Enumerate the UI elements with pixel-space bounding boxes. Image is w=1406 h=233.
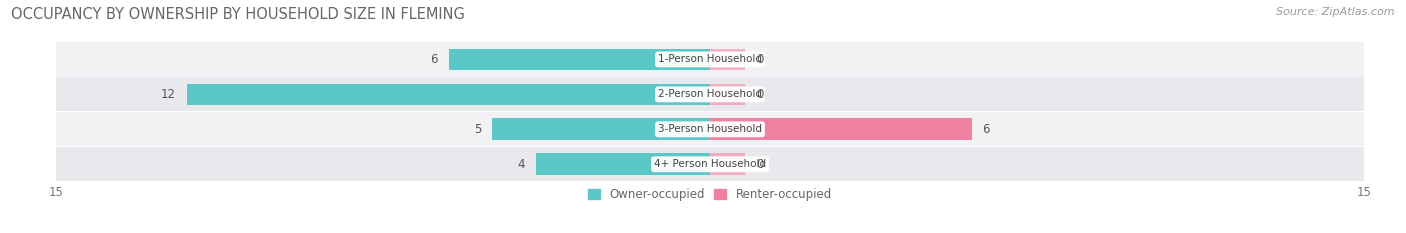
Bar	[56, 147, 1364, 182]
Text: OCCUPANCY BY OWNERSHIP BY HOUSEHOLD SIZE IN FLEMING: OCCUPANCY BY OWNERSHIP BY HOUSEHOLD SIZE…	[11, 7, 465, 22]
Bar	[710, 83, 745, 105]
Bar	[187, 83, 710, 105]
Text: 2-Person Household: 2-Person Household	[658, 89, 762, 99]
Text: Source: ZipAtlas.com: Source: ZipAtlas.com	[1277, 7, 1395, 17]
Bar	[56, 112, 1364, 147]
Bar	[710, 153, 745, 175]
Bar	[710, 49, 745, 70]
Text: 4: 4	[517, 158, 524, 171]
Bar	[449, 49, 710, 70]
Bar	[492, 118, 710, 140]
Bar	[56, 77, 1364, 112]
Bar	[710, 118, 972, 140]
Text: 6: 6	[983, 123, 990, 136]
Bar	[56, 42, 1364, 76]
Legend: Owner-occupied, Renter-occupied: Owner-occupied, Renter-occupied	[588, 188, 832, 201]
Text: 0: 0	[756, 53, 763, 66]
Text: 4+ Person Household: 4+ Person Household	[654, 159, 766, 169]
Text: 6: 6	[430, 53, 437, 66]
Bar	[536, 153, 710, 175]
Text: 3-Person Household: 3-Person Household	[658, 124, 762, 134]
Text: 0: 0	[756, 88, 763, 101]
Text: 5: 5	[474, 123, 481, 136]
Text: 1-Person Household: 1-Person Household	[658, 55, 762, 64]
Text: 0: 0	[756, 158, 763, 171]
Text: 12: 12	[162, 88, 176, 101]
